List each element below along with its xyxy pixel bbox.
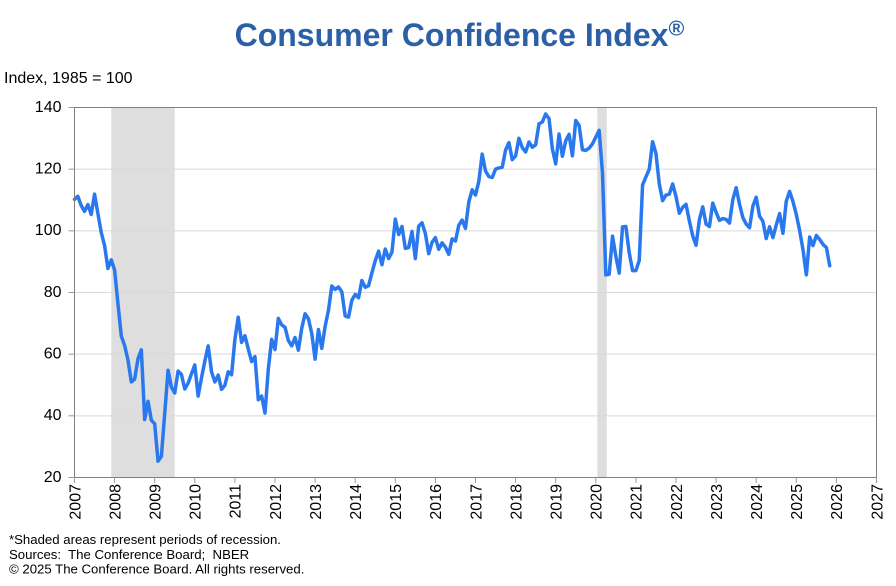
svg-text:2022: 2022 [669,484,686,520]
svg-text:120: 120 [35,161,62,178]
svg-text:100: 100 [35,222,62,239]
svg-text:2019: 2019 [549,484,566,520]
svg-text:2015: 2015 [388,484,405,520]
svg-text:20: 20 [44,469,62,486]
svg-text:2025: 2025 [789,484,806,520]
svg-text:*Shaded areas represent period: *Shaded areas represent periods of reces… [9,532,281,547]
svg-text:2013: 2013 [308,484,325,520]
svg-text:© 2025 The Conference Board. A: © 2025 The Conference Board. All rights … [9,562,304,577]
svg-text:80: 80 [44,284,62,301]
svg-text:2010: 2010 [188,484,205,520]
svg-text:2009: 2009 [148,484,165,520]
svg-text:40: 40 [44,407,62,424]
svg-text:2024: 2024 [749,484,766,520]
svg-text:Consumer Confidence Index®: Consumer Confidence Index® [235,17,685,53]
svg-text:Sources: The Conference Board: Sources: The Conference Board; NBER [9,547,249,562]
svg-text:2026: 2026 [829,484,846,520]
svg-text:2021: 2021 [629,484,646,520]
svg-text:2008: 2008 [107,484,124,520]
svg-text:2007: 2007 [67,484,84,520]
svg-text:2017: 2017 [468,484,485,520]
svg-text:140: 140 [35,99,62,116]
svg-text:2023: 2023 [709,484,726,520]
svg-text:2027: 2027 [869,484,886,520]
svg-text:2012: 2012 [268,484,285,520]
svg-text:2014: 2014 [348,484,365,520]
svg-text:2018: 2018 [508,484,525,520]
svg-text:60: 60 [44,346,62,363]
svg-text:2016: 2016 [428,484,445,520]
svg-text:2020: 2020 [589,484,606,520]
svg-text:2011: 2011 [228,484,245,519]
svg-text:Index, 1985 = 100: Index, 1985 = 100 [4,70,133,87]
